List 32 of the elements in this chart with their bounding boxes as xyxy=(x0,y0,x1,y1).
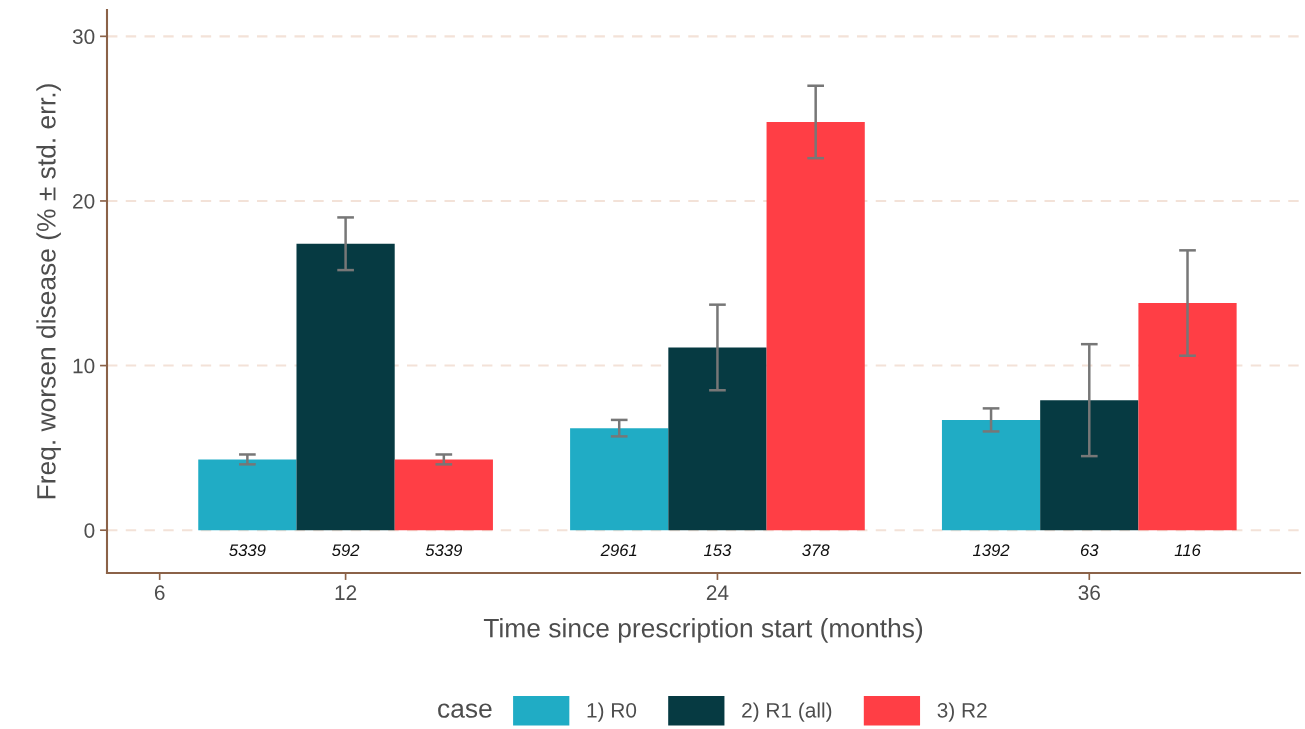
x-tick-label: 12 xyxy=(335,585,357,600)
y-tick-label: 20 xyxy=(73,193,95,209)
x-tick-label: 24 xyxy=(706,585,729,600)
annotation: 5339 xyxy=(229,544,266,557)
legend-label: 2) R1 (all) xyxy=(742,702,832,722)
annotation: 153 xyxy=(703,544,732,557)
bar xyxy=(1138,303,1237,531)
bar xyxy=(394,459,493,531)
annotation: 116 xyxy=(1174,544,1201,557)
y-tick-label: 0 xyxy=(84,523,95,538)
bar xyxy=(198,459,297,531)
x-axis-title: Time since prescription start (months) xyxy=(483,618,923,643)
bar xyxy=(1040,400,1139,531)
legend-title: case xyxy=(438,703,492,718)
annotation: 378 xyxy=(802,544,830,557)
bar xyxy=(296,243,395,531)
y-tick-label: 30 xyxy=(72,29,95,45)
bar xyxy=(941,419,1041,531)
y-tick-label: 10 xyxy=(73,358,95,374)
annotation: 5339 xyxy=(425,544,463,557)
y-axis-title: Freq. worsen disease (% ± std. err.) xyxy=(36,84,61,499)
annotation: 1392 xyxy=(972,544,1010,557)
annotation: 592 xyxy=(332,544,360,557)
bar xyxy=(766,121,865,531)
x-tick-label: 36 xyxy=(1078,585,1100,601)
x-tick-label: 6 xyxy=(154,585,165,601)
annotation: 2961 xyxy=(600,544,637,557)
legend-label: 1) R0 xyxy=(587,702,637,722)
legend-label: 3) R2 xyxy=(937,702,987,722)
bar xyxy=(570,428,669,531)
annotation: 63 xyxy=(1080,544,1099,557)
bar xyxy=(668,347,767,531)
